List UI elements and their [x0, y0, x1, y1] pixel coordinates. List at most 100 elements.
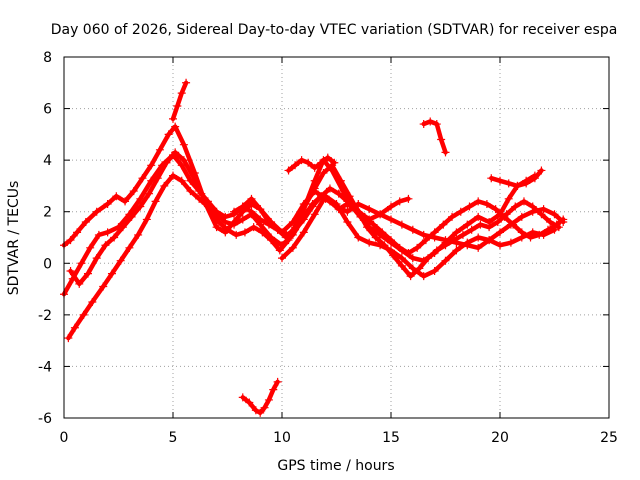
data-point — [238, 215, 247, 224]
y-tick-label: -6 — [38, 411, 52, 427]
data-point — [92, 254, 101, 263]
data-point — [378, 228, 387, 237]
data-point — [493, 218, 502, 227]
data-point — [238, 393, 247, 402]
data-point — [188, 171, 197, 180]
data-point — [173, 101, 182, 110]
data-point — [247, 207, 256, 216]
data-point — [197, 189, 206, 198]
data-point — [94, 230, 103, 239]
data-point — [419, 230, 428, 239]
series-line — [66, 173, 411, 341]
x-tick-label: 20 — [491, 430, 509, 446]
data-point — [343, 207, 352, 216]
data-point — [138, 174, 147, 183]
data-point — [299, 228, 308, 237]
data-point — [546, 218, 555, 227]
data-point — [319, 169, 328, 178]
x-tick-label: 5 — [169, 430, 178, 446]
chart-title: Day 060 of 2026, Sidereal Day-to-day VTE… — [51, 22, 618, 38]
y-tick-label: 6 — [43, 102, 52, 118]
data-point — [482, 199, 491, 208]
data-point — [511, 202, 520, 211]
data-point — [419, 120, 428, 129]
data-point — [110, 233, 119, 242]
data-point — [513, 181, 522, 190]
data-point — [395, 243, 404, 252]
data-point — [517, 233, 526, 242]
series-line — [170, 80, 189, 122]
data-point — [125, 243, 134, 252]
data-point — [297, 156, 306, 165]
data-point — [323, 153, 332, 162]
series-line — [286, 155, 337, 173]
data-point — [421, 236, 430, 245]
data-point — [334, 189, 343, 198]
data-point — [517, 212, 526, 221]
data-point — [66, 267, 75, 276]
data-point — [404, 248, 413, 257]
data-point — [387, 215, 395, 224]
data-point — [288, 243, 297, 252]
data-point — [116, 256, 125, 265]
data-point — [214, 218, 223, 227]
data-point — [474, 197, 483, 206]
data-layer — [60, 78, 568, 417]
data-point — [474, 233, 483, 242]
data-point — [86, 243, 95, 252]
data-point — [177, 89, 186, 98]
data-point — [550, 225, 559, 234]
data-point — [147, 161, 156, 170]
data-point — [332, 199, 341, 208]
data-point — [408, 254, 417, 263]
data-point — [330, 158, 339, 167]
data-point — [81, 218, 90, 227]
data-point — [299, 215, 308, 224]
data-point — [169, 171, 177, 180]
data-point — [230, 220, 239, 229]
data-point — [365, 238, 374, 247]
data-point — [467, 225, 476, 234]
data-point — [496, 176, 504, 185]
data-point — [537, 210, 546, 219]
data-point — [441, 148, 450, 157]
data-point — [75, 279, 84, 288]
data-point — [387, 236, 395, 245]
data-point — [458, 230, 467, 239]
data-point — [397, 254, 406, 263]
data-point — [397, 261, 406, 270]
data-point — [88, 297, 97, 306]
data-point — [256, 205, 265, 214]
data-point — [278, 254, 286, 263]
series-track-a — [60, 122, 568, 252]
data-point — [160, 181, 169, 190]
data-point — [376, 210, 385, 219]
data-point — [424, 254, 433, 263]
data-point — [264, 220, 273, 229]
data-point — [182, 78, 191, 87]
data-point — [452, 228, 461, 237]
y-tick-label: 0 — [43, 256, 52, 272]
data-point — [153, 174, 162, 183]
x-axis-label: GPS time / hours — [277, 458, 394, 474]
data-point — [387, 202, 395, 211]
data-point — [559, 215, 568, 224]
data-point — [273, 225, 282, 234]
data-point — [230, 207, 239, 216]
data-point — [121, 197, 130, 206]
data-point — [519, 197, 528, 206]
data-point — [240, 228, 249, 237]
series-track-e — [230, 184, 568, 257]
data-point — [155, 145, 164, 154]
data-point — [448, 212, 457, 221]
data-point — [256, 408, 265, 417]
data-point — [282, 230, 291, 239]
data-point — [408, 264, 417, 273]
x-tick-label: 10 — [273, 430, 291, 446]
data-point — [232, 230, 241, 239]
plot-frame — [63, 56, 610, 419]
data-point — [474, 243, 483, 252]
data-point — [487, 174, 496, 183]
data-point — [552, 220, 561, 229]
data-point — [64, 334, 73, 343]
